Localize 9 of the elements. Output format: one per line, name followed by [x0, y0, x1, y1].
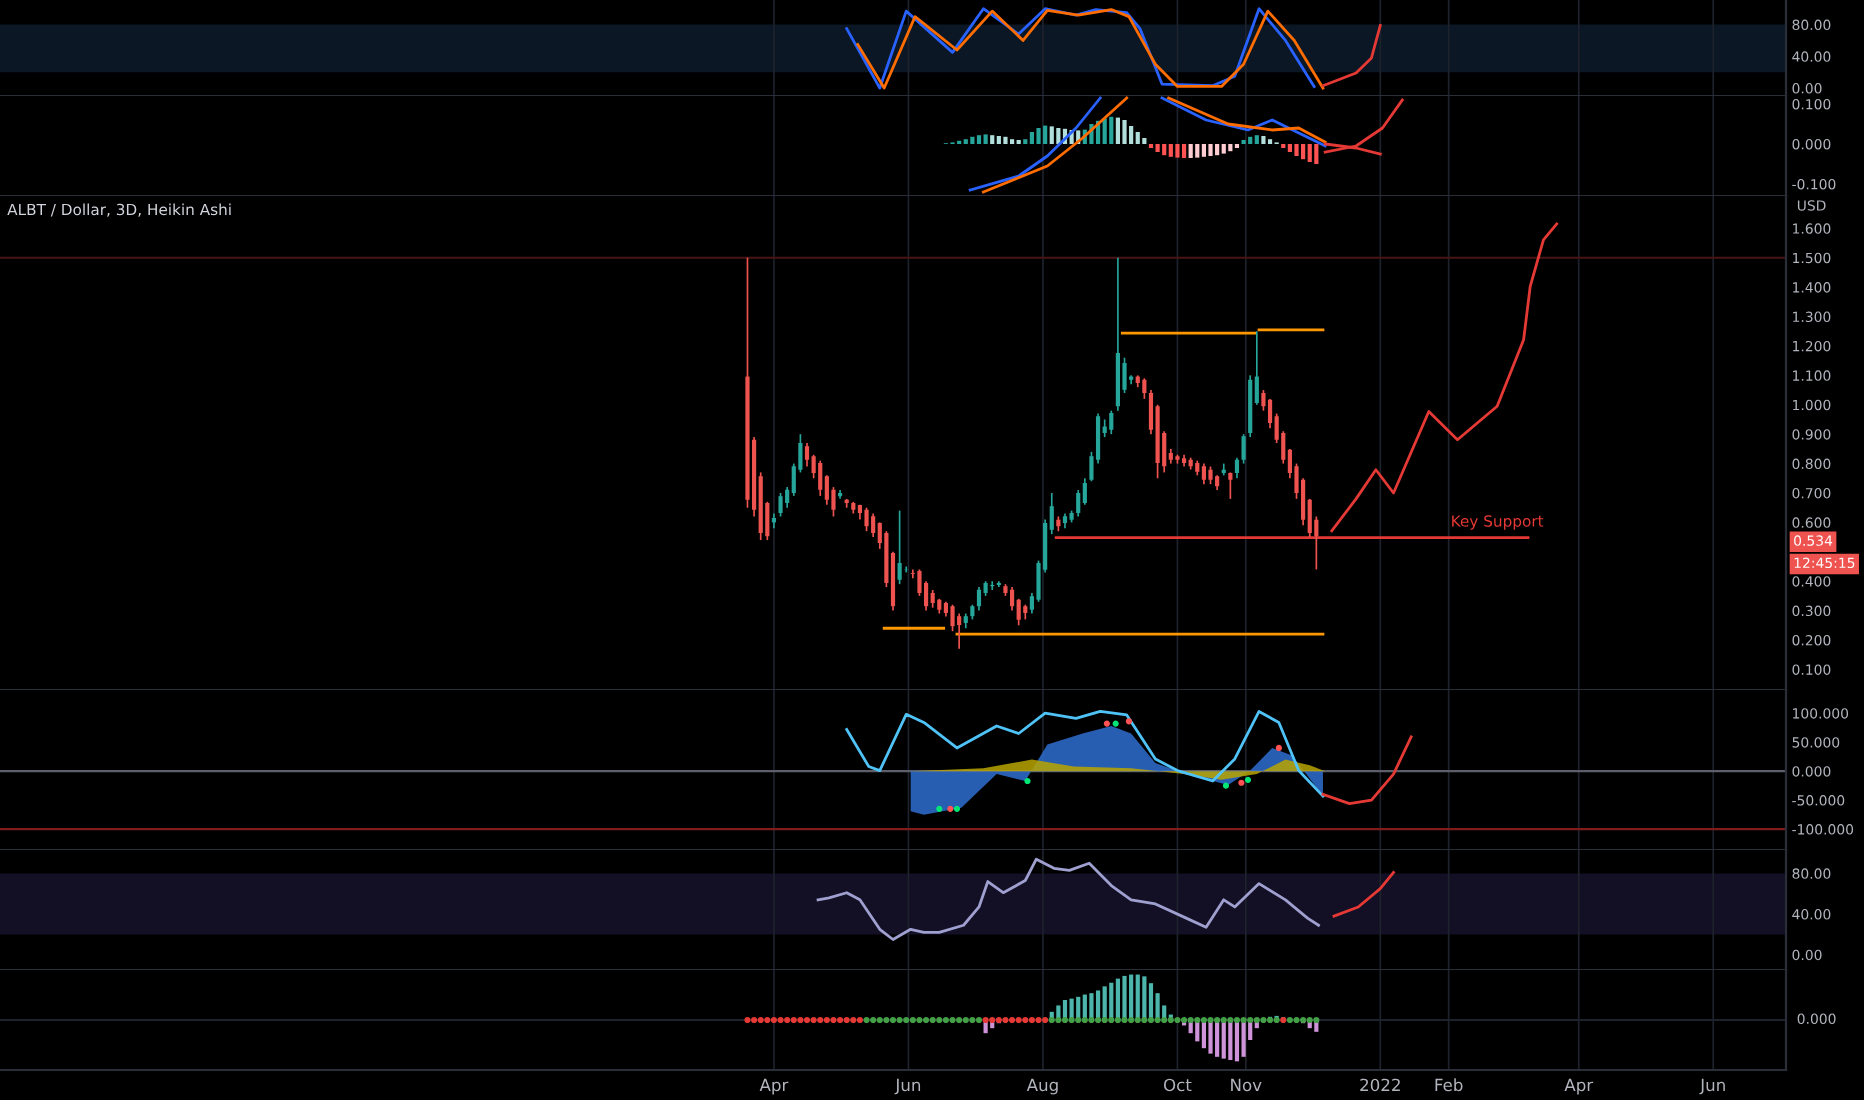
x-tick-label: Apr	[1564, 1078, 1594, 1095]
x-tick-label: Feb	[1435, 1078, 1463, 1092]
x-tick-label: Nov	[1231, 1078, 1262, 1092]
x-tick-label: Aug	[1026, 1078, 1058, 1095]
x-tick-label: Oct	[1163, 1078, 1192, 1092]
x-tick-label: Jun	[894, 1078, 921, 1095]
x-tick-label: Jun	[1699, 1078, 1725, 1095]
x-tick-label: 2022	[1360, 1078, 1400, 1092]
x-tick-label: Apr	[759, 1078, 789, 1095]
